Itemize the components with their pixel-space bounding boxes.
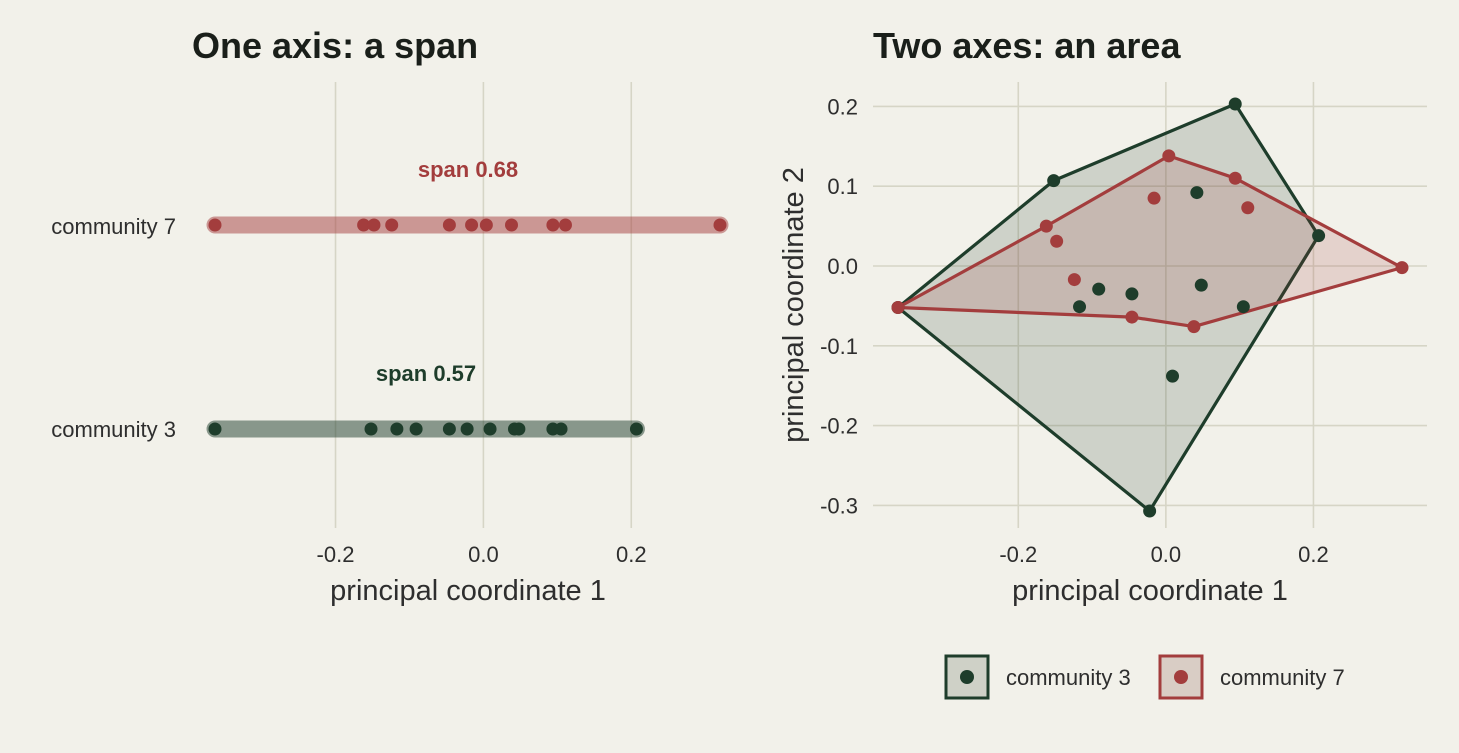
scatter-point [1241, 201, 1255, 215]
span-x-tick-label: -0.2 [317, 542, 355, 567]
scatter-point [1312, 229, 1326, 243]
span-panel-bars [206, 216, 729, 438]
span-point [465, 218, 479, 232]
span-point [479, 218, 493, 232]
scatter-point [891, 300, 905, 314]
span-point [629, 422, 643, 436]
span-point [385, 218, 399, 232]
area-panel: Two axes: an area -0.2 0.0 0.2 0.20.10.0-0… [778, 25, 1427, 607]
span-annotation-community-3: span 0.57 [376, 361, 476, 386]
span-point [546, 218, 560, 232]
area-y-tick-label: -0.3 [820, 493, 858, 518]
legend-label-community-7: community 7 [1220, 665, 1345, 690]
category-label-community-7: community 7 [51, 214, 176, 239]
span-panel-x-axis-label: principal coordinate 1 [330, 575, 606, 607]
scatter-point [1194, 278, 1208, 292]
scatter-point [1187, 320, 1201, 334]
legend-item-community-3: community 3 [944, 654, 1131, 700]
scatter-point [1236, 300, 1250, 314]
span-panel-title: One axis: a span [192, 25, 478, 66]
span-point [442, 218, 456, 232]
span-panel-x-ticks: -0.2 0.0 0.2 [317, 542, 647, 567]
span-point [357, 218, 371, 232]
area-y-tick-label: 0.0 [827, 254, 858, 279]
scatter-point [1039, 219, 1053, 233]
area-y-tick-label: -0.1 [820, 334, 858, 359]
area-panel-y-ticks: 0.2 0.1 0.0 -0.1 -0.2 -0.3 [820, 94, 858, 518]
span-point [558, 218, 572, 232]
scatter-point [1092, 282, 1106, 296]
span-panel-grid [334, 82, 633, 528]
hull-community-7 [896, 154, 1404, 329]
span-point [713, 218, 727, 232]
scatter-point [1228, 171, 1242, 185]
area-panel-title: Two axes: an area [873, 25, 1181, 66]
legend-item-community-7: community 7 [1158, 654, 1345, 700]
span-annotation-community-7: span 0.68 [418, 157, 518, 182]
span-point [409, 422, 423, 436]
legend-label-community-3: community 3 [1006, 665, 1131, 690]
legend-dot-community-3 [960, 670, 974, 684]
scatter-point [1395, 261, 1409, 275]
scatter-point [1125, 310, 1139, 324]
span-point [460, 422, 474, 436]
span-point [208, 218, 222, 232]
span-x-tick-label: 0.2 [616, 542, 647, 567]
scatter-point [1047, 174, 1061, 188]
scatter-point [1067, 273, 1081, 287]
scatter-point [1125, 287, 1139, 301]
span-point [483, 422, 497, 436]
scatter-point [1190, 186, 1204, 200]
area-x-tick-label: 0.0 [1151, 542, 1182, 567]
area-panel-points [891, 97, 1409, 518]
scatter-point [1162, 149, 1176, 163]
span-point [390, 422, 404, 436]
hull-community-3 [896, 102, 1321, 513]
span-panel-points [208, 218, 727, 436]
area-x-tick-label: -0.2 [999, 542, 1037, 567]
area-y-tick-label: 0.2 [827, 94, 858, 119]
legend-dot-community-7 [1174, 670, 1188, 684]
span-x-tick-label: 0.0 [468, 542, 499, 567]
area-x-tick-label: 0.2 [1298, 542, 1329, 567]
span-point [504, 218, 518, 232]
scatter-point [1228, 97, 1242, 111]
category-label-community-3: community 3 [51, 417, 176, 442]
scatter-point [1166, 369, 1180, 383]
span-point [367, 218, 381, 232]
span-point [554, 422, 568, 436]
span-point [512, 422, 526, 436]
area-y-tick-label: -0.2 [820, 414, 858, 439]
scatter-point [1073, 300, 1087, 314]
legend: community 3 community 7 [944, 654, 1345, 700]
scatter-point [1050, 234, 1064, 248]
scatter-point [1147, 191, 1161, 205]
area-y-tick-label: 0.1 [827, 174, 858, 199]
area-panel-x-ticks: -0.2 0.0 0.2 [999, 542, 1328, 567]
area-panel-x-axis-label: principal coordinate 1 [1012, 575, 1288, 607]
span-point [208, 422, 222, 436]
span-point [364, 422, 378, 436]
area-panel-y-axis-label: principal coordinate 2 [778, 167, 810, 443]
span-point [442, 422, 456, 436]
area-panel-hulls [896, 102, 1404, 513]
scatter-point [1143, 504, 1157, 518]
span-panel: One axis: a span -0.2 0.0 0.2 community 7 … [51, 25, 729, 607]
